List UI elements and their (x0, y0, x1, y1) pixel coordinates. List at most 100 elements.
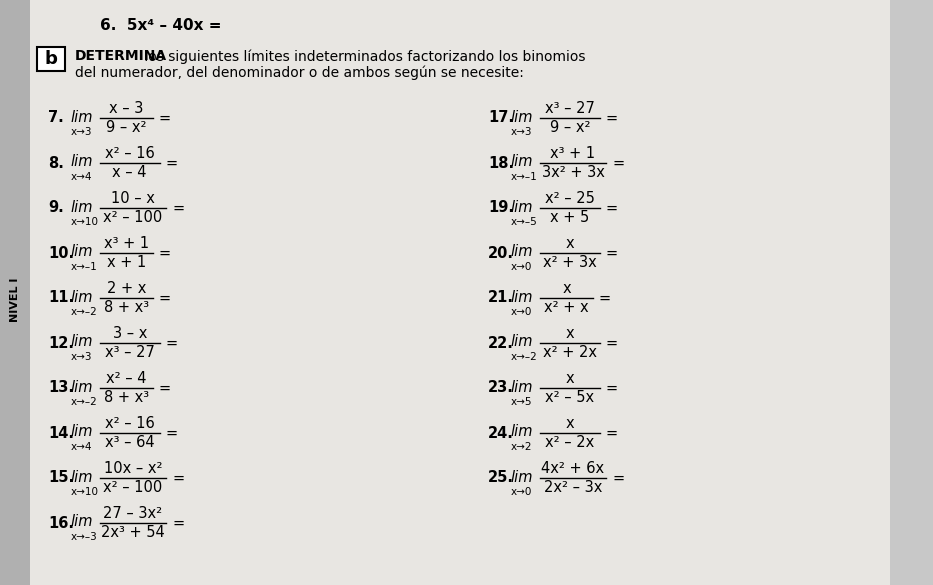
Text: =: = (159, 291, 171, 305)
Text: 23.: 23. (488, 380, 514, 395)
Text: lim: lim (70, 335, 92, 349)
Text: =: = (165, 336, 177, 350)
Text: =: = (172, 515, 184, 531)
Text: =: = (159, 380, 171, 395)
Text: 9.: 9. (48, 201, 63, 215)
Text: =: = (159, 111, 171, 126)
Text: x→0: x→0 (511, 487, 533, 497)
Text: =: = (159, 246, 171, 260)
Text: x→0: x→0 (511, 262, 533, 272)
Text: 19.: 19. (488, 201, 514, 215)
Text: =: = (606, 246, 618, 260)
Text: lim: lim (70, 290, 92, 305)
Text: x→–5: x→–5 (511, 217, 537, 227)
Text: lim: lim (510, 154, 533, 170)
Text: x→–2: x→–2 (71, 307, 98, 317)
Text: x² – 16: x² – 16 (104, 146, 155, 161)
Text: x→3: x→3 (71, 352, 92, 362)
Text: x→–3: x→–3 (71, 532, 98, 542)
Text: lim: lim (510, 290, 533, 305)
Text: 10 – x: 10 – x (111, 191, 155, 206)
Text: 3x² + 3x: 3x² + 3x (541, 165, 605, 180)
Text: lim: lim (510, 245, 533, 260)
Text: lim: lim (70, 425, 92, 439)
Text: =: = (165, 156, 177, 170)
Text: x² – 2x: x² – 2x (545, 435, 594, 450)
Text: DETERMINA: DETERMINA (75, 49, 167, 63)
Text: lim: lim (70, 245, 92, 260)
Text: lim: lim (70, 514, 92, 529)
Text: =: = (612, 470, 624, 486)
Text: 8 + x³: 8 + x³ (104, 300, 149, 315)
Text: x→2: x→2 (511, 442, 533, 452)
Text: lim: lim (70, 470, 92, 484)
Text: x→–2: x→–2 (511, 352, 537, 362)
Text: x: x (565, 236, 574, 251)
Text: 3 – x: 3 – x (113, 326, 146, 341)
Text: x² – 5x: x² – 5x (545, 390, 594, 405)
Text: =: = (606, 336, 618, 350)
Text: x→3: x→3 (511, 127, 533, 137)
Text: lim: lim (510, 109, 533, 125)
Text: 6.  5x⁴ – 40x =: 6. 5x⁴ – 40x = (100, 18, 221, 33)
Text: x→0: x→0 (511, 307, 533, 317)
Text: 12.: 12. (48, 336, 74, 350)
Text: 20.: 20. (488, 246, 514, 260)
Text: 17.: 17. (488, 111, 514, 126)
Text: 21.: 21. (488, 291, 514, 305)
Text: x² + x: x² + x (544, 300, 589, 315)
Text: x³ + 1: x³ + 1 (550, 146, 595, 161)
Text: =: = (606, 201, 618, 215)
Text: lim: lim (510, 335, 533, 349)
FancyBboxPatch shape (37, 47, 65, 71)
Text: x→–1: x→–1 (511, 172, 537, 182)
Text: =: = (172, 201, 184, 215)
Text: del numerador, del denominador o de ambos según se necesite:: del numerador, del denominador o de ambo… (75, 65, 523, 80)
Text: 24.: 24. (488, 425, 514, 441)
Text: lim: lim (510, 425, 533, 439)
Text: x: x (563, 281, 571, 296)
Text: x + 5: x + 5 (550, 210, 590, 225)
Text: x – 3: x – 3 (109, 101, 144, 116)
Text: 13.: 13. (48, 380, 74, 395)
FancyBboxPatch shape (30, 0, 890, 585)
Text: 8 + x³: 8 + x³ (104, 390, 149, 405)
Text: NIVEL I: NIVEL I (10, 278, 20, 322)
Text: b: b (45, 50, 58, 68)
Text: lim: lim (70, 199, 92, 215)
Text: x→3: x→3 (71, 127, 92, 137)
FancyBboxPatch shape (0, 0, 30, 585)
Text: x³ – 64: x³ – 64 (104, 435, 155, 450)
Text: lim: lim (70, 154, 92, 170)
Text: lim: lim (510, 380, 533, 394)
Text: 16.: 16. (48, 515, 74, 531)
Text: x: x (565, 371, 574, 386)
Text: 22.: 22. (488, 336, 514, 350)
Text: x→4: x→4 (71, 172, 92, 182)
Text: los siguientes límites indeterminados factorizando los binomios: los siguientes límites indeterminados fa… (140, 49, 585, 64)
Text: 25.: 25. (488, 470, 514, 486)
Text: 10.: 10. (48, 246, 74, 260)
Text: x + 1: x + 1 (107, 255, 146, 270)
Text: x: x (565, 326, 574, 341)
Text: lim: lim (510, 470, 533, 484)
Text: 2x² – 3x: 2x² – 3x (544, 480, 602, 495)
Text: 7.: 7. (48, 111, 63, 126)
Text: lim: lim (70, 380, 92, 394)
Text: x→–1: x→–1 (71, 262, 98, 272)
Text: 8.: 8. (48, 156, 63, 170)
Text: 10x – x²: 10x – x² (104, 461, 162, 476)
Text: x: x (565, 416, 574, 431)
Text: =: = (606, 111, 618, 126)
Text: lim: lim (510, 199, 533, 215)
Text: 15.: 15. (48, 470, 74, 486)
Text: =: = (606, 380, 618, 395)
Text: =: = (606, 425, 618, 441)
Text: 27 – 3x²: 27 – 3x² (104, 506, 162, 521)
Text: x² – 16: x² – 16 (104, 416, 155, 431)
Text: 14.: 14. (48, 425, 74, 441)
Text: 9 – x²: 9 – x² (106, 120, 146, 135)
Text: 2x³ + 54: 2x³ + 54 (101, 525, 165, 540)
Text: x² – 100: x² – 100 (104, 210, 162, 225)
Text: =: = (599, 291, 611, 305)
